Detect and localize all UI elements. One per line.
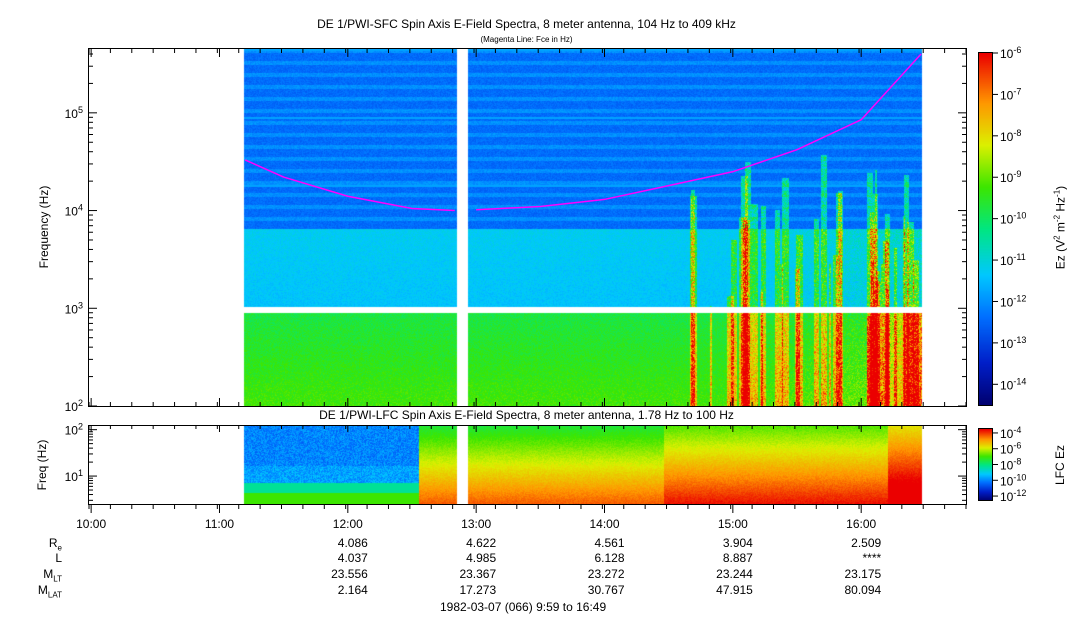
ephemeris-value: 17.273	[459, 583, 497, 597]
ephemeris-value: 23.175	[844, 567, 882, 581]
ephemeris-row-label: MLT	[43, 567, 62, 584]
ephemeris-row-label: L	[55, 551, 62, 565]
lfc-colorbar-tick-label: 10-10	[1000, 472, 1026, 488]
lfc-y-tick-label: 101	[65, 468, 83, 484]
lfc-colorbar-tick-label: 10-6	[1000, 441, 1021, 457]
sfc-subtitle: (Magenta Line: Fce in Hz)	[480, 35, 573, 44]
time-range-footer: 1982-03-07 (066) 9:59 to 16:49	[440, 600, 607, 614]
sfc-colorbar-tick-label: 10-9	[1000, 169, 1021, 185]
sfc-colorbar-tick-label: 10-11	[1000, 252, 1026, 268]
sfc-y-tick-label: 103	[65, 300, 83, 316]
ephemeris-value: 3.904	[722, 536, 753, 550]
ephemeris-value: 23.272	[587, 567, 625, 581]
lfc-y-axis-title: Freq (Hz)	[35, 439, 49, 491]
lfc-colorbar-title: LFC Ez	[1053, 445, 1067, 486]
sfc-y-tick-label: 105	[65, 105, 83, 121]
ephemeris-value: 4.086	[337, 536, 368, 550]
ephemeris-value: 4.037	[337, 551, 368, 565]
lfc-colorbar-tick-label: 10-12	[1000, 488, 1026, 504]
sfc-colorbar-title: Ez (V2 m-2 Hz-1)	[1052, 185, 1068, 270]
ephemeris-value: ****	[862, 551, 882, 565]
time-tick-label: 11:00	[205, 517, 234, 531]
ephemeris-value: 47.915	[716, 583, 753, 597]
sfc-y-tick-label: 104	[65, 203, 83, 219]
sfc-spectrogram-panel	[88, 48, 967, 407]
ephemeris-value: 80.094	[844, 583, 882, 597]
lfc-colorbar-tick-label: 10-8	[1000, 457, 1021, 473]
lfc-colorbar	[978, 428, 993, 501]
ephemeris-value: 2.509	[851, 536, 882, 550]
ephemeris-value: 8.887	[722, 551, 753, 565]
sfc-colorbar-tick-label: 10-8	[1000, 128, 1021, 144]
ephemeris-value: 30.767	[587, 583, 625, 597]
lfc-y-tick-label: 102	[65, 422, 83, 438]
sfc-colorbar-tick-label: 10-6	[1000, 45, 1021, 61]
sfc-colorbar-tick-label: 10-10	[1000, 211, 1026, 227]
time-tick-label: 13:00	[461, 517, 491, 531]
sfc-colorbar-tick-label: 10-14	[1000, 376, 1026, 392]
time-tick-label: 16:00	[846, 517, 876, 531]
fce-line-segment	[244, 159, 455, 212]
time-tick-label: 15:00	[718, 517, 748, 531]
ephemeris-value: 23.556	[331, 567, 368, 581]
ephemeris-row-label: MLAT	[37, 583, 62, 600]
lfc-spectrogram	[89, 426, 966, 504]
ephemeris-value: 4.561	[594, 536, 625, 550]
sfc-colorbar	[978, 52, 993, 406]
sfc-spectrogram	[89, 49, 966, 406]
lfc-spectrogram-panel	[88, 425, 967, 505]
sfc-colorbar-tick-label: 10-12	[1000, 293, 1026, 309]
sfc-colorbar-tick-label: 10-7	[1000, 86, 1021, 102]
time-tick-label: 12:00	[333, 517, 363, 531]
lfc-title: DE 1/PWI-LFC Spin Axis E-Field Spectra, …	[319, 408, 734, 422]
ephemeris-row-label: Re	[48, 536, 62, 553]
sfc-title: DE 1/PWI-SFC Spin Axis E-Field Spectra, …	[317, 17, 736, 31]
ephemeris-value: 4.985	[466, 551, 497, 565]
sfc-overlay	[244, 53, 922, 212]
fce-line-segment	[476, 53, 922, 211]
ephemeris-value: 23.367	[459, 567, 497, 581]
lfc-colorbar-tick-label: 10-4	[1000, 425, 1021, 441]
time-tick-label: 10:00	[76, 517, 106, 531]
sfc-colorbar-tick-label: 10-13	[1000, 335, 1026, 351]
ephemeris-value: 2.164	[337, 583, 368, 597]
ephemeris-value: 23.244	[716, 567, 753, 581]
ephemeris-value: 6.128	[594, 551, 625, 565]
ephemeris-value: 4.622	[466, 536, 497, 550]
sfc-y-axis-title: Frequency (Hz)	[37, 185, 51, 269]
time-tick-label: 14:00	[589, 517, 619, 531]
